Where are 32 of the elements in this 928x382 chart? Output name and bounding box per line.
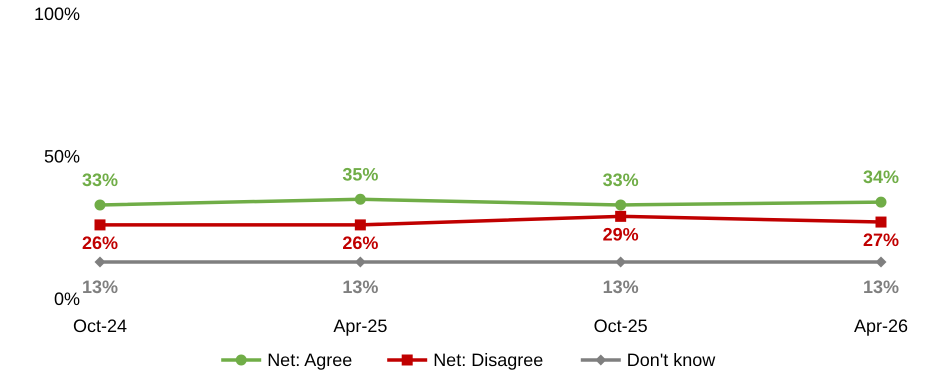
data-label: 13% [82, 276, 118, 297]
x-tick-label: Apr-26 [854, 316, 908, 336]
legend-label: Net: Agree [267, 350, 352, 370]
x-tick-label: Oct-24 [72, 316, 128, 336]
y-tick-label: 50% [44, 146, 80, 166]
point [94, 219, 106, 230]
data-label: 26% [342, 232, 378, 253]
data-label: 33% [82, 170, 118, 190]
legend-label: Don't know [626, 350, 716, 370]
data-label: 13% [862, 276, 900, 297]
data-label: 29% [602, 224, 639, 244]
x-tick-label: Apr-25 [333, 316, 388, 336]
data-label: 13% [602, 276, 639, 297]
x-tick-label: Oct-25 [594, 316, 648, 336]
point [94, 199, 106, 210]
point [876, 256, 886, 268]
data-label: 33% [602, 170, 639, 190]
data-label: 27% [862, 230, 900, 250]
point [354, 219, 366, 230]
data-label: 34% [862, 167, 900, 188]
point [615, 199, 626, 210]
point [876, 196, 886, 208]
data-label: 26% [82, 232, 118, 253]
legend-label: Net: Disagree [433, 350, 544, 370]
data-label: 13% [342, 276, 378, 297]
point [876, 216, 886, 228]
data-label: 35% [342, 164, 378, 184]
y-tick-label: 0% [54, 289, 80, 309]
point [354, 194, 366, 205]
y-tick-label: 100% [34, 4, 80, 24]
point [615, 210, 626, 222]
point [94, 256, 106, 268]
